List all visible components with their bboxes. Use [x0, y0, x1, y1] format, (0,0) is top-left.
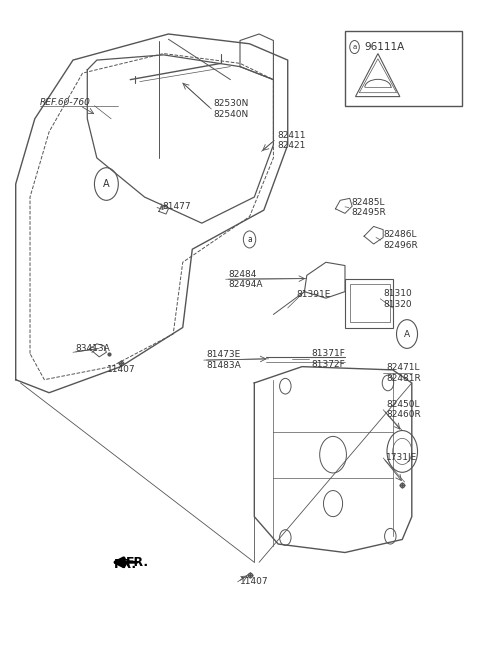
Text: REF.60-760: REF.60-760 [39, 98, 90, 107]
Text: FR.: FR. [125, 556, 149, 569]
Text: 82486L: 82486L [383, 231, 417, 239]
Text: A: A [404, 329, 410, 339]
Text: a: a [352, 44, 357, 50]
Text: 83413A: 83413A [75, 344, 110, 353]
Text: 11407: 11407 [108, 365, 136, 375]
Text: 81477: 81477 [163, 202, 192, 212]
Text: a: a [247, 235, 252, 244]
Text: 82450L: 82450L [386, 400, 420, 409]
Text: FR.: FR. [114, 559, 137, 571]
Text: 82530N: 82530N [214, 100, 249, 108]
Text: 81391E: 81391E [296, 290, 331, 299]
Text: 81310: 81310 [383, 289, 412, 298]
Text: 82495R: 82495R [351, 208, 386, 217]
Text: 81473E: 81473E [206, 350, 241, 360]
Text: 82484: 82484 [228, 269, 257, 278]
Text: A: A [103, 179, 110, 189]
Text: 11407: 11407 [240, 577, 269, 586]
Text: 81483A: 81483A [206, 361, 241, 370]
Text: 1731JE: 1731JE [386, 453, 417, 462]
Text: 82496R: 82496R [383, 241, 418, 250]
Text: 81320: 81320 [383, 299, 412, 309]
Text: 82471L: 82471L [386, 364, 420, 373]
Text: 82460R: 82460R [386, 411, 421, 419]
Text: 82485L: 82485L [351, 198, 384, 207]
Text: 82421: 82421 [277, 141, 306, 150]
Text: 82540N: 82540N [214, 110, 249, 119]
Text: 81372F: 81372F [312, 360, 345, 369]
Text: 82411: 82411 [277, 130, 306, 140]
Text: 96111A: 96111A [364, 42, 404, 52]
Text: 81371F: 81371F [312, 349, 346, 358]
Text: 82481R: 82481R [386, 374, 421, 383]
Text: 82494A: 82494A [228, 280, 263, 289]
